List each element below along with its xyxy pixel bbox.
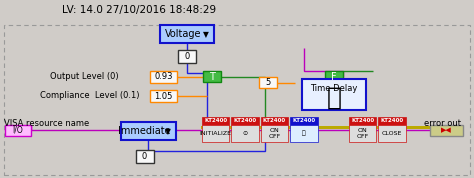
Text: 0.93: 0.93 [154, 72, 173, 82]
Text: LV: 14.0 27/10/2016 18:48:29: LV: 14.0 27/10/2016 18:48:29 [62, 5, 216, 15]
Text: ▼: ▼ [203, 30, 209, 39]
Text: ▼: ▼ [164, 127, 170, 136]
Text: Immediate: Immediate [118, 126, 170, 136]
Text: ⌛: ⌛ [302, 131, 306, 136]
Text: KT2400: KT2400 [381, 118, 403, 123]
Bar [261, 125, 288, 142]
Text: Compliance  Level (0.1): Compliance Level (0.1) [40, 91, 140, 100]
Text: ▶◀: ▶◀ [441, 127, 452, 133]
FancyBboxPatch shape [136, 150, 154, 163]
Bar [290, 117, 318, 125]
Text: 1.05: 1.05 [155, 91, 173, 101]
FancyBboxPatch shape [203, 71, 221, 82]
Text: error out: error out [424, 119, 461, 127]
Text: Time Delay: Time Delay [310, 83, 358, 93]
Text: INITIALIZE: INITIALIZE [200, 131, 232, 136]
FancyBboxPatch shape [430, 125, 463, 136]
FancyBboxPatch shape [150, 90, 177, 102]
Text: T: T [210, 72, 215, 82]
Bar [378, 117, 406, 125]
FancyBboxPatch shape [121, 122, 175, 140]
Text: 0: 0 [184, 52, 190, 61]
Text: ON
OFF: ON OFF [268, 128, 281, 139]
Text: Voltage: Voltage [164, 29, 201, 39]
Bar [202, 117, 229, 125]
Bar [378, 125, 406, 142]
Text: Output Level (0): Output Level (0) [50, 72, 118, 81]
FancyBboxPatch shape [302, 79, 366, 110]
FancyBboxPatch shape [325, 71, 343, 82]
Text: ⌛: ⌛ [327, 85, 342, 109]
Bar [349, 117, 376, 125]
Bar [261, 117, 288, 125]
Text: VISA resource name: VISA resource name [4, 119, 89, 127]
Text: KT2400: KT2400 [351, 118, 374, 123]
Bar [349, 125, 376, 142]
Text: 0: 0 [142, 152, 147, 161]
Text: F: F [331, 72, 337, 82]
FancyBboxPatch shape [259, 77, 277, 88]
Text: CLOSE: CLOSE [382, 131, 402, 136]
Bar [231, 125, 259, 142]
Text: 5: 5 [265, 78, 271, 87]
Bar [290, 125, 318, 142]
Text: I/O: I/O [13, 126, 23, 135]
Bar [202, 125, 229, 142]
Bar [231, 117, 259, 125]
FancyBboxPatch shape [160, 25, 214, 43]
FancyBboxPatch shape [178, 50, 196, 63]
Text: KT2400: KT2400 [292, 118, 315, 123]
Text: KT2400: KT2400 [234, 118, 256, 123]
Text: KT2400: KT2400 [204, 118, 227, 123]
FancyBboxPatch shape [150, 71, 177, 83]
Text: KT2400: KT2400 [263, 118, 286, 123]
Bar [201, 126, 461, 129]
Text: ⊙: ⊙ [242, 131, 248, 136]
Text: ON
OFF: ON OFF [356, 128, 369, 139]
FancyBboxPatch shape [5, 125, 31, 136]
